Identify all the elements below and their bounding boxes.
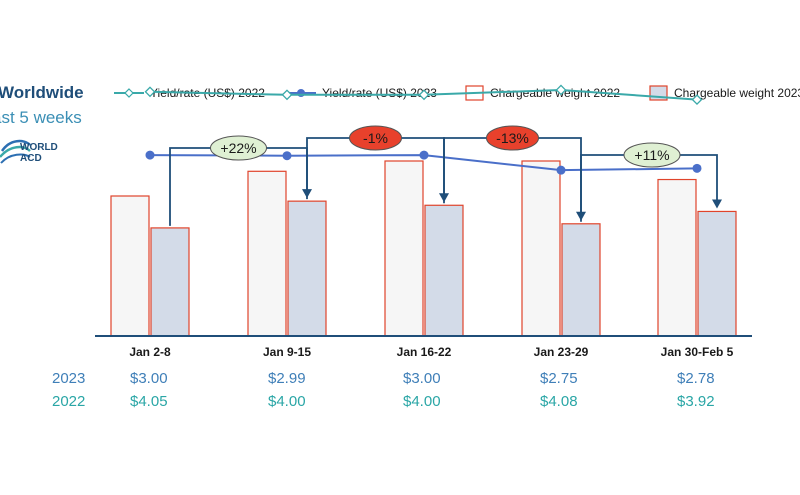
annotations-layer: +22% -1% -13% +11% <box>169 125 722 226</box>
yield-2022-point <box>418 89 430 101</box>
bars-layer <box>110 160 737 337</box>
yield-2023-point <box>145 150 155 160</box>
legend-circle-icon <box>297 89 305 97</box>
change-badge-label: +22% <box>220 140 256 156</box>
table-year: 2023 <box>52 370 86 387</box>
change-badge <box>349 125 402 151</box>
bar-2023 <box>150 227 190 337</box>
legend-label: Yield/rate (US$) 2023 <box>322 86 437 100</box>
table-cell: $3.92 <box>677 393 715 410</box>
yield-lines-layer <box>144 84 703 175</box>
bar-2022 <box>657 178 697 337</box>
change-badge <box>486 125 539 151</box>
change-badge <box>210 135 267 161</box>
table-cell: $3.00 <box>403 370 441 387</box>
arrowhead-icon <box>712 199 722 209</box>
x-tick-label: Jan 30-Feb 5 <box>661 345 734 359</box>
logo-text-acd: ACD <box>20 153 42 164</box>
x-tick-label: Jan 2-8 <box>129 345 171 359</box>
table-cell: $3.00 <box>130 370 168 387</box>
bar-2022 <box>247 170 287 337</box>
bar-2022 <box>110 195 150 337</box>
yield-2023-point <box>282 151 292 161</box>
change-badge-label: +11% <box>634 147 669 163</box>
legend-label: Chargeable weight 2022 <box>490 86 620 100</box>
change-badge <box>623 142 681 168</box>
x-tick-label: Jan 9-15 <box>263 345 311 359</box>
yield-2023-point <box>556 165 566 175</box>
page-title: Worldwide <box>0 83 84 102</box>
legend-label: Chargeable weight 2023 <box>674 86 800 100</box>
yield-2023-point <box>692 163 702 173</box>
table-cell: $4.05 <box>130 393 168 410</box>
bar-2022 <box>384 160 424 337</box>
change-badge-label: -13% <box>496 130 529 146</box>
table-cell: $2.78 <box>677 370 715 387</box>
table-cell: $2.75 <box>540 370 578 387</box>
page-subtitle: ast 5 weeks <box>0 108 82 127</box>
x-tick-label: Jan 23-29 <box>534 345 589 359</box>
yield-2022-point <box>144 86 156 98</box>
bar-2023 <box>287 200 327 337</box>
yield-2022-point <box>555 84 567 96</box>
yield-2023-point <box>419 150 429 160</box>
bar-2023 <box>697 210 737 337</box>
legend-diamond-icon <box>124 88 134 98</box>
bar-2022 <box>521 160 561 337</box>
table-cell: $4.08 <box>540 393 578 410</box>
table-cell: $2.99 <box>268 370 306 387</box>
bar-2023 <box>561 223 601 337</box>
bar-2023 <box>424 204 464 337</box>
table-cell: $4.00 <box>268 393 306 410</box>
yield-2022-point <box>691 94 703 106</box>
table-cell: $4.00 <box>403 393 441 410</box>
world-acd-logo: WORLD ACD <box>0 137 70 182</box>
change-badge-label: -1% <box>363 130 388 146</box>
logo-text-world: WORLD <box>20 142 58 153</box>
x-tick-label: Jan 16-22 <box>397 345 452 359</box>
table-year: 2022 <box>52 393 86 410</box>
globe-swoosh-icon <box>0 139 31 164</box>
yield-2022-point <box>281 89 293 101</box>
x-tick-labels: Jan 2-8 Jan 9-15 Jan 16-22 Jan 23-29 Jan 30-… <box>129 345 733 359</box>
